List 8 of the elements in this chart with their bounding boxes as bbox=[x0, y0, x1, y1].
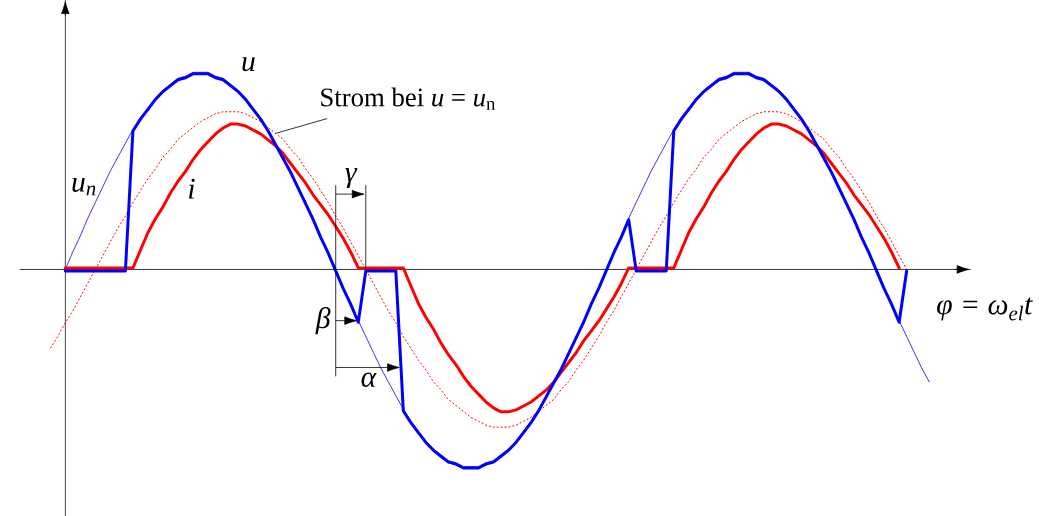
annotation: α bbox=[361, 372, 377, 387]
annotation: γ bbox=[345, 168, 358, 188]
x-axis-title: φ = ω$_{el}$t bbox=[937, 297, 1033, 321]
annotation: β bbox=[315, 307, 331, 335]
series-label: u$_{n}$ bbox=[72, 177, 96, 196]
series-label: u bbox=[242, 57, 255, 72]
series-label: i bbox=[188, 178, 195, 199]
series-label: Strom bei u = u$_{n}$ bbox=[321, 87, 496, 110]
